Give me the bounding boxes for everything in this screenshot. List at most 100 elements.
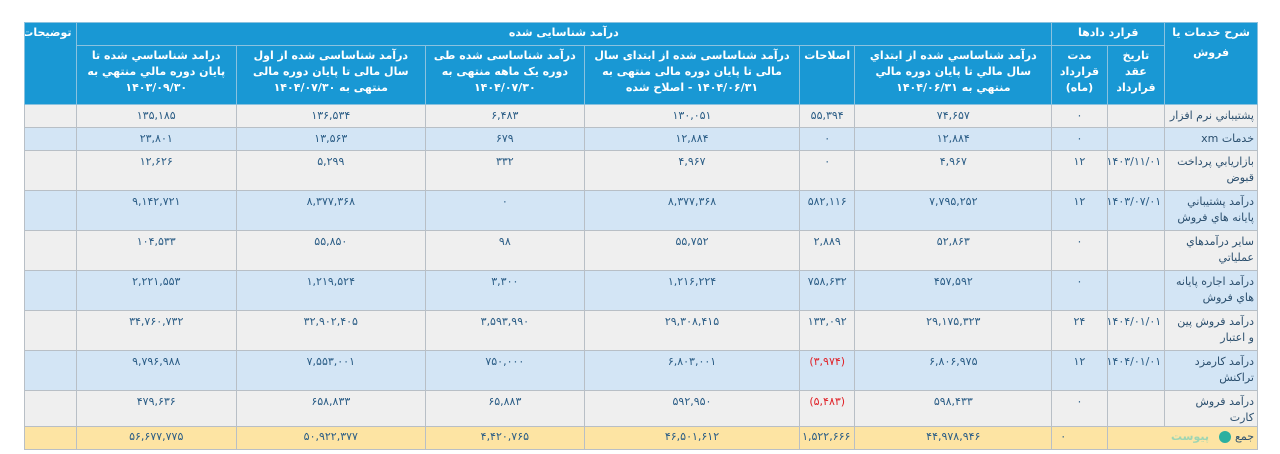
cell-month: ۷۵۰,۰۰۰ bbox=[424, 350, 586, 391]
cell-month: ۶۵,۸۸۳ bbox=[424, 390, 586, 427]
revenue-table-container: شرح خدمات يا فروش قرارد دادها درآمد شناس… bbox=[24, 22, 1259, 450]
cell-notes bbox=[24, 150, 77, 191]
table-row: درآمد فروش کارت ۰ ۵۹۸,۴۳۳ (۵,۴۸۳) ۵۹۲,۹۵… bbox=[24, 390, 1258, 427]
cell-corrected: ۲۹,۳۰۸,۴۱۵ bbox=[584, 310, 800, 351]
cell-start: ۱۲,۸۸۴ bbox=[854, 127, 1053, 151]
header-contract-duration: مدت قرارداد (ماه) bbox=[1051, 45, 1108, 105]
table-row: درآمد فروش پين و اعتبار ۱۴۰۴/۰۱/۰۱ ۲۴ ۲۹… bbox=[24, 310, 1258, 351]
table-row: درآمد پشتيباني پايانه هاي فروش ۱۴۰۳/۰۷/۰… bbox=[24, 190, 1258, 231]
header-recognized-corrected: درآمد شناساسی شده از ابتدای سال مالی تا … bbox=[584, 45, 800, 105]
cell-ytd: ۱۳,۵۶۳ bbox=[235, 127, 426, 151]
table-row: خدمات xm ۰ ۱۲,۸۸۴ ۰ ۱۲,۸۸۴ ۶۷۹ ۱۳,۵۶۳ ۲۳… bbox=[24, 127, 1258, 151]
cell-prev: ۴۷۹,۶۳۶ bbox=[75, 390, 237, 427]
header-description: شرح خدمات يا فروش bbox=[1164, 22, 1258, 105]
cell-description: درآمد کارمزد تراکنش bbox=[1164, 350, 1258, 391]
cell-contract-date: ۱۴۰۴/۰۱/۰۱ bbox=[1106, 310, 1166, 351]
cell-notes bbox=[24, 127, 77, 151]
cell-description: بازاريابي پرداخت قبوض bbox=[1164, 150, 1258, 191]
cell-notes bbox=[24, 310, 77, 351]
cell-contract-date bbox=[1106, 390, 1166, 427]
header-recognized-month: درآمد شناساسی شده طی دوره یک ماهه منتهی … bbox=[424, 45, 586, 105]
total-ytd: ۵۰,۹۲۲,۳۷۷ bbox=[235, 426, 426, 450]
cell-notes bbox=[24, 230, 77, 271]
cell-ytd: ۸,۳۷۷,۳۶۸ bbox=[235, 190, 426, 231]
cell-prev: ۱۲,۶۲۶ bbox=[75, 150, 237, 191]
cell-duration: ۱۲ bbox=[1051, 150, 1108, 191]
cell-corrections: ۷۵۸,۶۳۲ bbox=[798, 270, 856, 311]
cell-duration: ۱۲ bbox=[1051, 350, 1108, 391]
cell-contract-date bbox=[1106, 270, 1166, 311]
cell-prev: ۹,۱۴۲,۷۲۱ bbox=[75, 190, 237, 231]
header-recognized-prev: درامد شناساسي شده تا پايان دوره مالي منت… bbox=[75, 45, 237, 105]
cell-corrections-negative: (۳,۹۷۴) bbox=[798, 350, 856, 391]
total-label: جمع bbox=[1234, 430, 1254, 443]
total-notes bbox=[24, 426, 77, 450]
total-prev: ۵۶,۶۷۷,۷۷۵ bbox=[75, 426, 237, 450]
cell-notes bbox=[24, 104, 77, 128]
cell-notes bbox=[24, 270, 77, 311]
cell-corrections: ۲,۸۸۹ bbox=[798, 230, 856, 271]
cell-contract-date: ۱۴۰۳/۰۷/۰۱ bbox=[1106, 190, 1166, 231]
cell-month: ۰ bbox=[424, 190, 586, 231]
cell-description: خدمات xm bbox=[1164, 127, 1258, 151]
cell-corrected: ۶,۸۰۳,۰۰۱ bbox=[584, 350, 800, 391]
cell-corrected: ۱۳۰,۰۵۱ bbox=[584, 104, 800, 128]
cell-prev: ۱۳۵,۱۸۵ bbox=[75, 104, 237, 128]
table-row: پشتيباني نرم افزار ۰ ۷۴,۶۵۷ ۵۵,۳۹۴ ۱۳۰,۰… bbox=[24, 104, 1258, 128]
header-corrections: اصلاحات bbox=[798, 45, 856, 105]
total-month: ۴,۴۲۰,۷۶۵ bbox=[424, 426, 586, 450]
cell-contract-date bbox=[1106, 127, 1166, 151]
cell-contract-date: ۱۴۰۳/۱۱/۰۱ bbox=[1106, 150, 1166, 191]
cell-description: ساير درآمدهاي عملياتي bbox=[1164, 230, 1258, 271]
cell-month: ۶,۴۸۳ bbox=[424, 104, 586, 128]
revenue-table: شرح خدمات يا فروش قرارد دادها درآمد شناس… bbox=[24, 22, 1259, 450]
cell-start: ۵۹۸,۴۳۳ bbox=[854, 390, 1053, 427]
total-corrections: ۱,۵۲۲,۶۶۶ bbox=[798, 426, 856, 450]
cell-corrected: ۵۹۲,۹۵۰ bbox=[584, 390, 800, 427]
cell-corrected: ۱,۲۱۶,۲۲۴ bbox=[584, 270, 800, 311]
cell-duration: ۱۲ bbox=[1051, 190, 1108, 231]
cell-ytd: ۵,۲۹۹ bbox=[235, 150, 426, 191]
cell-corrections: ۵۸۲,۱۱۶ bbox=[798, 190, 856, 231]
header-revenue-group: درآمد شناسایی شده bbox=[75, 22, 1053, 46]
cell-start: ۴,۹۶۷ bbox=[854, 150, 1053, 191]
header-notes: توضيحات bbox=[24, 22, 77, 105]
cell-prev: ۳۴,۷۶۰,۷۳۲ bbox=[75, 310, 237, 351]
cell-notes bbox=[24, 390, 77, 427]
cell-description: درآمد پشتيباني پايانه هاي فروش bbox=[1164, 190, 1258, 231]
cell-description: پشتيباني نرم افزار bbox=[1164, 104, 1258, 128]
cell-duration: ۰ bbox=[1051, 104, 1108, 128]
total-start: ۴۴,۹۷۸,۹۴۶ bbox=[854, 426, 1053, 450]
cell-ytd: ۳۲,۹۰۲,۴۰۵ bbox=[235, 310, 426, 351]
cell-month: ۳,۳۰۰ bbox=[424, 270, 586, 311]
cell-ytd: ۷,۵۵۳,۰۰۱ bbox=[235, 350, 426, 391]
header-contracts-group: قرارد دادها bbox=[1051, 22, 1166, 46]
cell-duration: ۰ bbox=[1051, 390, 1108, 427]
cell-description: درآمد اجاره پايانه هاي فروش bbox=[1164, 270, 1258, 311]
watermark-logo-text: پيوست bbox=[1171, 430, 1209, 443]
cell-prev: ۲,۲۲۱,۵۵۳ bbox=[75, 270, 237, 311]
cell-contract-date bbox=[1106, 230, 1166, 271]
cell-month: ۶۷۹ bbox=[424, 127, 586, 151]
total-label-cell: جمع پيوست bbox=[1106, 426, 1259, 450]
cell-start: ۶,۸۰۶,۹۷۵ bbox=[854, 350, 1053, 391]
cell-notes bbox=[24, 190, 77, 231]
cell-ytd: ۱۳۶,۵۳۴ bbox=[235, 104, 426, 128]
cell-corrections: ۰ bbox=[798, 127, 856, 151]
cell-description: درآمد فروش کارت bbox=[1164, 390, 1258, 427]
table-row: درآمد اجاره پايانه هاي فروش ۰ ۴۵۷,۵۹۲ ۷۵… bbox=[24, 270, 1258, 311]
cell-duration: ۲۴ bbox=[1051, 310, 1108, 351]
header-recognized-ytd: درآمد شناساسی شده از اول سال مالی تا پای… bbox=[235, 45, 426, 105]
cell-corrected: ۵۵,۷۵۲ bbox=[584, 230, 800, 271]
cell-month: ۳۳۲ bbox=[424, 150, 586, 191]
table-row: بازاريابي پرداخت قبوض ۱۴۰۳/۱۱/۰۱ ۱۲ ۴,۹۶… bbox=[24, 150, 1258, 191]
header-contract-date: تاريخ عقد قرارداد bbox=[1106, 45, 1166, 105]
cell-prev: ۲۳,۸۰۱ bbox=[75, 127, 237, 151]
cell-corrections-negative: (۵,۴۸۳) bbox=[798, 390, 856, 427]
total-duration: ۰ bbox=[1051, 426, 1108, 450]
cell-notes bbox=[24, 350, 77, 391]
cell-corrections: ۵۵,۳۹۴ bbox=[798, 104, 856, 128]
table-row: ساير درآمدهاي عملياتي ۰ ۵۲,۸۶۳ ۲,۸۸۹ ۵۵,… bbox=[24, 230, 1258, 271]
cell-start: ۵۲,۸۶۳ bbox=[854, 230, 1053, 271]
cell-start: ۲۹,۱۷۵,۳۲۳ bbox=[854, 310, 1053, 351]
